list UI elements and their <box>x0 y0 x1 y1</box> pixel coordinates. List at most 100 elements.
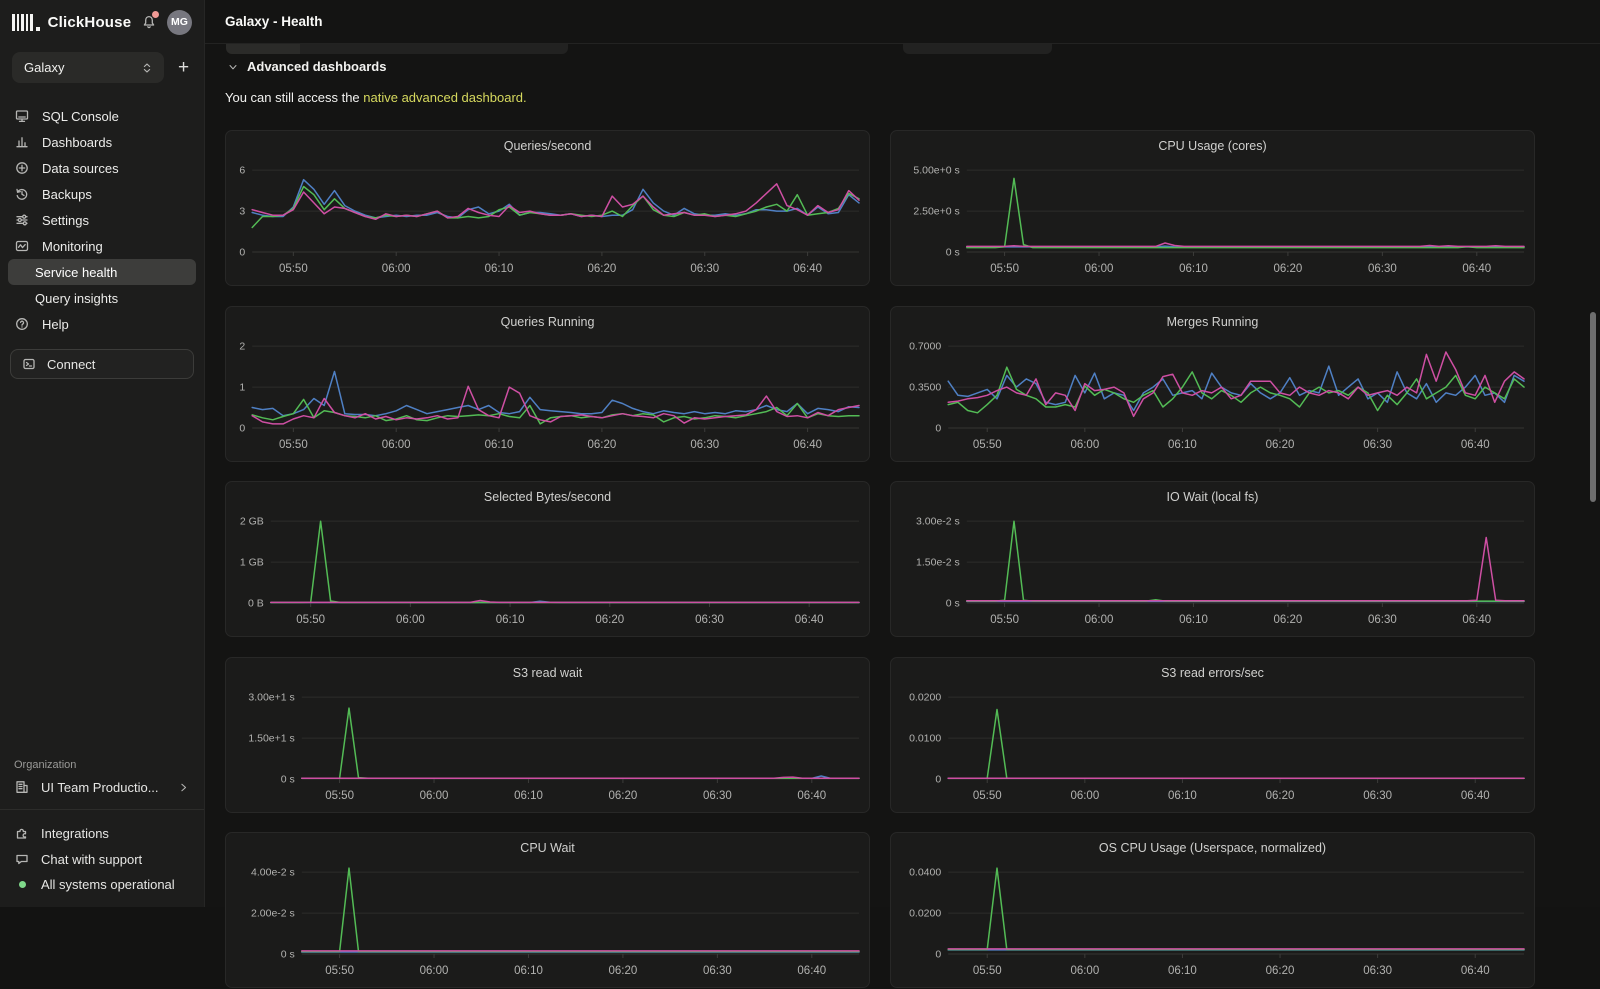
chart-card[interactable]: CPU Wait 0 s 2.00e-2 s 4.00e-2 s 05:50 06:00… <box>225 832 870 988</box>
svg-text:06:00: 06:00 <box>420 790 449 802</box>
chart-card[interactable]: IO Wait (local fs) 0 s 1.50e-2 s 3.00e-2 s… <box>890 481 1535 637</box>
system-status[interactable]: All systems operational <box>0 872 204 897</box>
advanced-dashboard-notice: You can still access the native advanced… <box>225 90 527 105</box>
svg-text:0.7000: 0.7000 <box>909 340 941 352</box>
organization-switcher[interactable]: UI Team Productio... <box>0 779 204 809</box>
svg-text:0: 0 <box>935 949 941 961</box>
svg-text:0.0400: 0.0400 <box>909 867 941 879</box>
add-service-button[interactable]: + <box>178 57 190 78</box>
page-title: Galaxy - Health <box>225 14 323 29</box>
chevron-updown-icon <box>143 62 151 73</box>
dashboards-icon <box>14 134 30 150</box>
svg-text:06:20: 06:20 <box>595 614 624 626</box>
clickhouse-logo-icon[interactable] <box>12 13 40 31</box>
sidebar-item-monitoring[interactable]: Monitoring <box>8 233 196 259</box>
svg-text:2.50e+0 s: 2.50e+0 s <box>913 206 959 218</box>
svg-text:0: 0 <box>239 247 245 259</box>
notice-text: You can still access the <box>225 90 364 105</box>
chart-plot: 0 3 6 05:50 06:00 06:10 06:20 06:30 06:40 <box>239 165 860 275</box>
svg-text:06:30: 06:30 <box>690 439 719 451</box>
svg-text:06:10: 06:10 <box>485 263 514 275</box>
svg-text:0.0200: 0.0200 <box>909 908 941 920</box>
svg-text:06:10: 06:10 <box>496 614 525 626</box>
svg-text:0.0100: 0.0100 <box>909 732 941 744</box>
page-header: Galaxy - Health <box>205 0 1600 44</box>
chart-card[interactable]: Selected Bytes/second 0 B 1 GB 2 GB 05:50 06… <box>225 481 870 637</box>
chart-plot: 0 s 2.00e-2 s 4.00e-2 s 05:50 06:00 06:10 06:2… <box>251 867 860 977</box>
svg-text:06:40: 06:40 <box>797 790 826 802</box>
svg-text:06:40: 06:40 <box>795 614 824 626</box>
sidebar-item-query-insights[interactable]: Query insights <box>8 285 196 311</box>
vertical-scrollbar-thumb[interactable] <box>1590 312 1596 502</box>
svg-text:1: 1 <box>239 381 245 393</box>
chart-card[interactable]: OS CPU Usage (Userspace, normalized) 0 0.… <box>890 832 1535 988</box>
service-selector[interactable]: Galaxy <box>12 52 164 83</box>
sidebar-item-settings[interactable]: Settings <box>8 207 196 233</box>
svg-text:06:20: 06:20 <box>1266 439 1295 451</box>
sidebar-item-data-sources[interactable]: Data sources <box>8 155 196 181</box>
svg-text:05:50: 05:50 <box>325 965 354 977</box>
integrations-icon <box>14 825 30 841</box>
svg-text:06:20: 06:20 <box>1266 790 1295 802</box>
avatar[interactable]: MG <box>167 9 192 35</box>
chart-card[interactable]: Queries/second 0 3 6 05:50 06:00 06:10 06:20 06… <box>225 130 870 286</box>
chart-card[interactable]: S3 read errors/sec 0 0.0100 0.0200 05:50 06:… <box>890 656 1535 813</box>
sidebar-item-service-health[interactable]: Service health <box>8 259 196 285</box>
svg-text:1.50e+1 s: 1.50e+1 s <box>248 732 294 744</box>
svg-text:06:00: 06:00 <box>382 263 411 275</box>
chart-plot: 0 0.3500 0.7000 05:50 06:00 06:10 06:20 06:30 06… <box>909 340 1525 451</box>
svg-text:06:40: 06:40 <box>793 439 822 451</box>
sidebar-item-label: Backups <box>42 186 92 202</box>
svg-text:06:30: 06:30 <box>690 263 719 275</box>
svg-text:05:50: 05:50 <box>973 439 1002 451</box>
sidebar-item-label: Monitoring <box>42 238 103 254</box>
main-content: Galaxy - Health Advanced dashboards You … <box>205 0 1600 988</box>
svg-text:06:30: 06:30 <box>1363 965 1392 977</box>
svg-text:06:20: 06:20 <box>609 790 638 802</box>
svg-text:06:40: 06:40 <box>1462 614 1491 626</box>
sidebar: ClickHouse MG Galaxy + SQL Console <box>0 0 205 907</box>
svg-text:2.00e-2 s: 2.00e-2 s <box>251 908 295 920</box>
chart-card[interactable]: Merges Running 0 0.3500 0.7000 05:50 06:00 06… <box>890 305 1535 462</box>
svg-text:0: 0 <box>239 422 245 434</box>
svg-text:06:20: 06:20 <box>1274 614 1303 626</box>
svg-text:06:10: 06:10 <box>514 790 543 802</box>
sidebar-item-label: SQL Console <box>42 108 119 124</box>
svg-text:06:10: 06:10 <box>1179 614 1208 626</box>
chart-title: S3 read wait <box>512 665 583 680</box>
connect-button[interactable]: Connect <box>10 349 194 379</box>
advanced-dashboards-toggle[interactable]: Advanced dashboards <box>227 59 386 74</box>
svg-text:06:40: 06:40 <box>1461 439 1490 451</box>
notification-badge <box>152 11 159 18</box>
svg-text:06:30: 06:30 <box>703 790 732 802</box>
scrolled-control-remnant <box>226 44 300 54</box>
chart-card[interactable]: Queries Running 0 1 2 05:50 06:00 06:10 06:20 0… <box>225 305 870 462</box>
svg-text:06:20: 06:20 <box>588 263 617 275</box>
svg-text:06:20: 06:20 <box>1266 965 1295 977</box>
chart-plot: 0 0.0200 0.0400 05:50 06:00 06:10 06:20 06:30 06… <box>909 867 1525 977</box>
svg-text:05:50: 05:50 <box>990 614 1019 626</box>
chat-icon <box>14 851 30 867</box>
svg-text:3: 3 <box>239 206 245 218</box>
chevron-right-icon <box>181 783 187 791</box>
sidebar-item-sql-console[interactable]: SQL Console <box>8 103 196 129</box>
sidebar-item-label: Help <box>42 316 69 332</box>
sidebar-item-dashboards[interactable]: Dashboards <box>8 129 196 155</box>
notifications-button[interactable] <box>138 11 160 33</box>
chart-title: Queries Running <box>500 314 595 329</box>
chart-plot: 0 B 1 GB 2 GB 05:50 06:00 06:10 06:20 06:30 06:4… <box>240 516 860 626</box>
chart-card[interactable]: S3 read wait 0 s 1.50e+1 s 3.00e+1 s 05:50 0… <box>225 656 870 813</box>
sidebar-item-backups[interactable]: Backups <box>8 181 196 207</box>
sidebar-divider <box>0 809 204 810</box>
svg-text:06:30: 06:30 <box>695 614 724 626</box>
chart-title: CPU Wait <box>520 841 575 855</box>
sidebar-item-label: Service health <box>35 264 118 280</box>
sidebar-item-integrations[interactable]: Integrations <box>0 820 204 846</box>
svg-text:0: 0 <box>935 422 941 434</box>
sidebar-item-help[interactable]: Help <box>8 311 196 337</box>
chart-title: Queries/second <box>503 139 592 153</box>
svg-text:06:30: 06:30 <box>1368 614 1397 626</box>
sidebar-item-chat-support[interactable]: Chat with support <box>0 846 204 872</box>
native-advanced-dashboard-link[interactable]: native advanced dashboard. <box>363 90 527 105</box>
